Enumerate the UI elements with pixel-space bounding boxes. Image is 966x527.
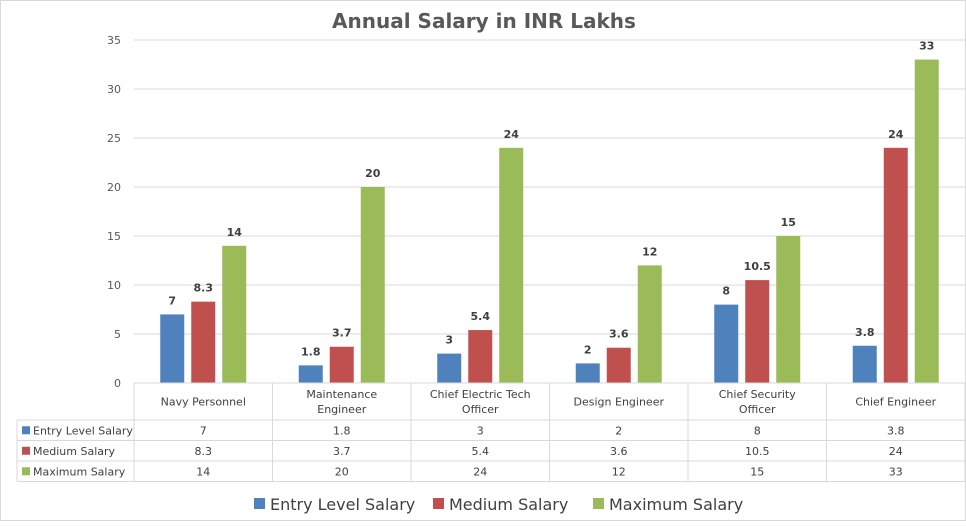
y-tick-label: 15 xyxy=(107,230,121,243)
table-cell: 3.8 xyxy=(887,424,905,437)
category-label: Officer xyxy=(739,403,776,416)
bar xyxy=(437,353,462,383)
bar xyxy=(298,365,323,383)
data-label: 24 xyxy=(888,128,904,141)
data-label: 7 xyxy=(168,294,176,307)
y-tick-label: 10 xyxy=(107,279,121,292)
category-label: Navy Personnel xyxy=(161,396,246,409)
data-table: Navy Personnel Maintenance Engineer Chief E… xyxy=(16,382,966,482)
table-cell: 33 xyxy=(889,465,903,478)
bar xyxy=(883,147,908,383)
bars xyxy=(160,59,939,383)
data-label: 1.8 xyxy=(301,345,321,358)
category-label: Design Engineer xyxy=(574,396,665,409)
y-tick-label: 35 xyxy=(107,34,121,47)
bar xyxy=(852,345,877,383)
y-tick-label: 25 xyxy=(107,132,121,145)
table-cell: 8.3 xyxy=(195,445,213,458)
data-label: 14 xyxy=(227,226,243,239)
table-legend-key xyxy=(22,467,30,476)
table-row-label: Maximum Salary xyxy=(33,465,126,478)
table-cell: 20 xyxy=(335,465,349,478)
legend-key xyxy=(593,498,604,509)
y-tick-label: 5 xyxy=(114,328,121,341)
table-cell: 3.6 xyxy=(610,445,628,458)
bar xyxy=(714,304,739,383)
data-label: 3.6 xyxy=(609,328,629,341)
category-label: Chief Engineer xyxy=(855,396,936,409)
table-legend-key xyxy=(22,446,30,455)
legend-label: Maximum Salary xyxy=(609,495,743,514)
bar xyxy=(575,363,600,383)
bar xyxy=(160,314,185,383)
table-row-label: Entry Level Salary xyxy=(33,424,133,437)
table-cell: 24 xyxy=(889,445,903,458)
bar xyxy=(637,265,662,383)
y-tick-label: 30 xyxy=(107,83,121,96)
y-axis: 0 5 10 15 20 25 30 35 xyxy=(107,34,121,390)
legend-key xyxy=(254,498,265,509)
data-label: 24 xyxy=(504,128,520,141)
category-label: Maintenance xyxy=(306,388,377,401)
gridlines xyxy=(134,39,965,384)
data-labels: 7 1.8 3 2 8 3.8 8.3 3.7 5.4 3.6 10.5 24 14 20 24 12 15 33 xyxy=(168,40,934,359)
category-label: Officer xyxy=(462,403,499,416)
data-label: 3 xyxy=(445,334,453,347)
category-label: Engineer xyxy=(317,403,366,416)
table-row-label: Medium Salary xyxy=(33,445,116,458)
legend: Entry Level Salary Medium Salary Maximum S… xyxy=(254,495,743,514)
y-tick-label: 0 xyxy=(114,377,121,390)
table-cell: 2 xyxy=(615,424,622,437)
table-cell: 10.5 xyxy=(745,445,770,458)
bar xyxy=(499,147,524,383)
data-label: 15 xyxy=(781,216,796,229)
data-label: 33 xyxy=(919,40,934,53)
data-label: 3.7 xyxy=(332,327,352,340)
data-label: 10.5 xyxy=(744,260,771,273)
bar xyxy=(914,59,939,383)
table-cell: 1.8 xyxy=(333,424,351,437)
bar xyxy=(191,301,216,383)
bar xyxy=(222,245,247,383)
bar xyxy=(468,330,493,383)
legend-label: Entry Level Salary xyxy=(270,495,415,514)
y-tick-label: 20 xyxy=(107,181,121,194)
legend-key xyxy=(433,498,444,509)
data-label: 3.8 xyxy=(855,326,875,339)
data-label: 8 xyxy=(722,285,730,298)
data-label: 5.4 xyxy=(471,310,491,323)
category-label: Chief Security xyxy=(719,388,797,401)
table-cell: 3.7 xyxy=(333,445,351,458)
table-cell: 3 xyxy=(477,424,484,437)
data-label: 8.3 xyxy=(194,282,214,295)
table-cell: 5.4 xyxy=(472,445,490,458)
chart-title: Annual Salary in INR Lakhs xyxy=(332,9,636,33)
table-cell: 12 xyxy=(612,465,626,478)
table-cell: 14 xyxy=(196,465,210,478)
data-label: 12 xyxy=(642,245,657,258)
bar xyxy=(745,280,770,383)
category-label: Chief Electric Tech xyxy=(430,388,531,401)
table-legend-key xyxy=(22,426,30,435)
bar xyxy=(606,347,631,383)
data-label: 2 xyxy=(584,343,592,356)
data-label: 20 xyxy=(365,167,381,180)
table-cell: 24 xyxy=(473,465,487,478)
bar xyxy=(360,187,385,383)
table-cell: 7 xyxy=(200,424,207,437)
table-cell: 15 xyxy=(750,465,764,478)
bar xyxy=(776,236,801,383)
bar xyxy=(329,346,354,383)
legend-label: Medium Salary xyxy=(449,495,568,514)
table-cell: 8 xyxy=(754,424,761,437)
